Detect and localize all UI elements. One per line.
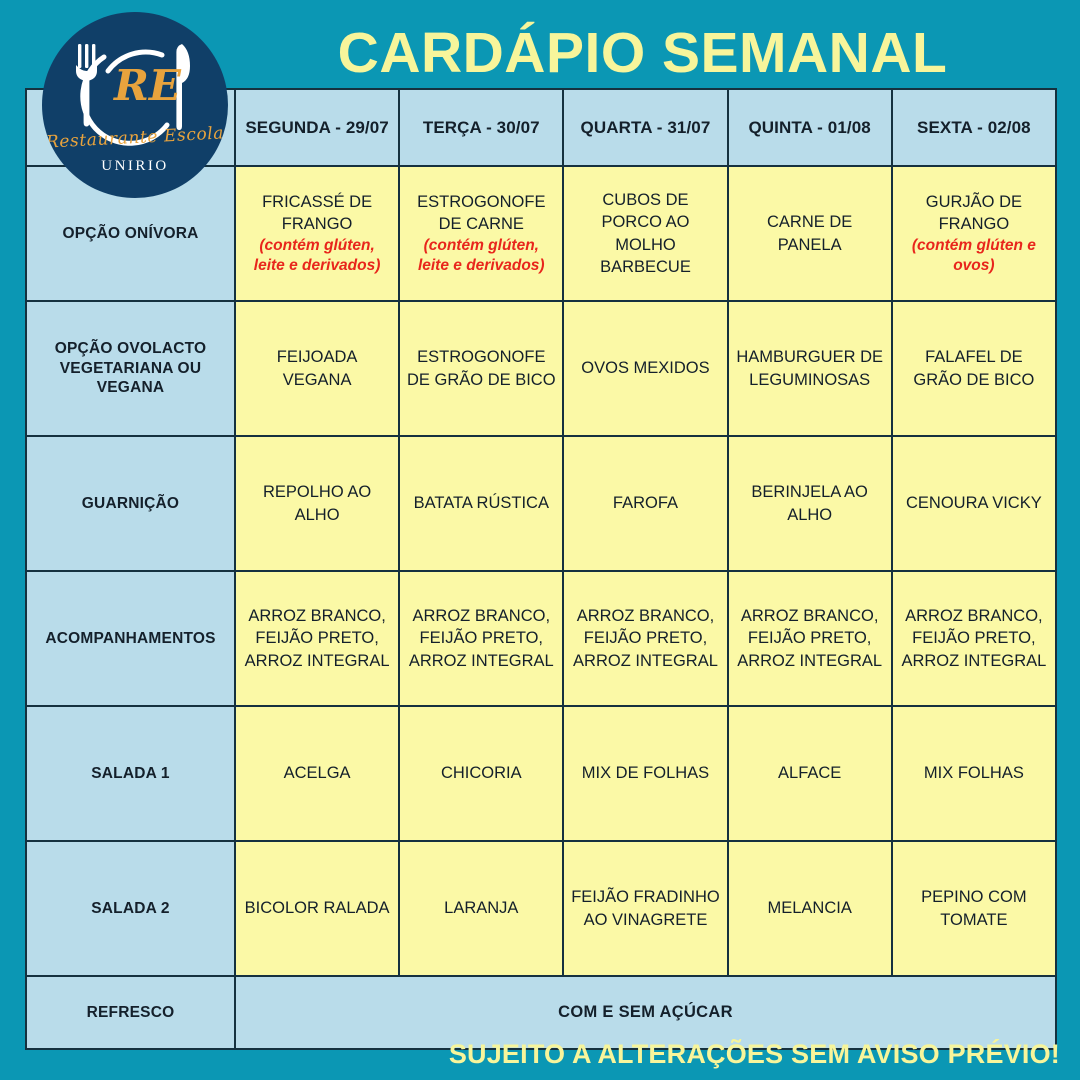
table-row-guarnicao: GUARNIÇÃO REPOLHO AO ALHO BATATA RÚSTICA… bbox=[25, 435, 1058, 572]
logo-institution-text: UNIRIO bbox=[101, 158, 169, 174]
dish-name: CENOURA VICKY bbox=[906, 494, 1042, 513]
dish-name: BICOLOR RALADA bbox=[244, 899, 390, 918]
table-cell: ARROZ BRANCO, FEIJÃO PRETO, ARROZ INTEGR… bbox=[398, 570, 565, 707]
dish-name: FALAFEL DE GRÃO DE BICO bbox=[913, 348, 1035, 389]
weekly-menu-table: SEGUNDA - 29/07 TERÇA - 30/07 QUARTA - 3… bbox=[25, 88, 1058, 1050]
row-label-acompanhamentos: ACOMPANHAMENTOS bbox=[25, 570, 236, 707]
row-label-refresco: REFRESCO bbox=[25, 975, 236, 1050]
table-cell: FEIJOADA VEGANA bbox=[233, 300, 401, 437]
table-cell: ARROZ BRANCO, FEIJÃO PRETO, ARROZ INTEGR… bbox=[726, 570, 893, 707]
table-cell: BATATA RÚSTICA bbox=[398, 435, 565, 572]
allergen-note: (contém glúten e ovos) bbox=[911, 236, 1036, 274]
dish-name: OVOS MEXIDOS bbox=[581, 359, 710, 378]
table-row-refresco: REFRESCO COM E SEM AÇÚCAR bbox=[25, 975, 1057, 1050]
dish-name: MELANCIA bbox=[767, 899, 852, 918]
dish-name: ESTROGONOFE DE GRÃO DE BICO bbox=[407, 348, 556, 389]
dish-name: MIX DE FOLHAS bbox=[581, 764, 710, 783]
table-cell: ESTROGONOFE DE GRÃO DE BICO bbox=[398, 300, 565, 437]
allergen-note: (contém glúten, leite e derivados) bbox=[253, 236, 381, 274]
table-cell: ARROZ BRANCO, FEIJÃO PRETO, ARROZ INTEGR… bbox=[233, 570, 401, 707]
row-label-salada-2: SALADA 2 bbox=[25, 840, 236, 977]
table-cell: CENOURA VICKY bbox=[890, 435, 1058, 572]
table-row-acompanhamentos: ACOMPANHAMENTOS ARROZ BRANCO, FEIJÃO PRE… bbox=[25, 570, 1058, 707]
dish-name: MIX FOLHAS bbox=[923, 764, 1024, 783]
plate-cutlery-icon: RE bbox=[76, 44, 190, 146]
restaurant-logo: RE Restaurante Escola UNIRIO bbox=[42, 12, 228, 198]
dish-name: ARROZ BRANCO, FEIJÃO PRETO, ARROZ INTEGR… bbox=[737, 607, 883, 670]
dish-name: PEPINO COM TOMATE bbox=[921, 888, 1027, 929]
table-cell: CUBOS DE PORCO AO MOLHO BARBECUE bbox=[562, 165, 729, 302]
allergen-note: (contém glúten, leite e derivados) bbox=[417, 236, 545, 274]
refresco-value: COM E SEM AÇÚCAR bbox=[234, 975, 1057, 1050]
table-row-vegetariana: OPÇÃO OVOLACTO VEGETARIANA OU VEGANA FEI… bbox=[25, 300, 1058, 437]
table-cell: FEIJÃO FRADINHO AO VINAGRETE bbox=[562, 840, 729, 977]
table-row-salada-1: SALADA 1 ACELGA CHICORIA MIX DE FOLHAS A… bbox=[25, 705, 1058, 842]
dish-name: FRICASSÉ DE FRANGO bbox=[262, 193, 373, 234]
dish-name: ARROZ BRANCO, FEIJÃO PRETO, ARROZ INTEGR… bbox=[244, 607, 390, 670]
table-cell: GURJÃO DE FRANGO (contém glúten e ovos) bbox=[890, 165, 1058, 302]
dish-name: ALFACE bbox=[778, 764, 842, 783]
day-header-segunda: SEGUNDA - 29/07 bbox=[233, 88, 401, 167]
table-cell: REPOLHO AO ALHO bbox=[233, 435, 401, 572]
table-cell: ESTROGONOFE DE CARNE (contém glúten, lei… bbox=[398, 165, 565, 302]
row-label-salada-1: SALADA 1 bbox=[25, 705, 236, 842]
table-cell: OVOS MEXIDOS bbox=[562, 300, 729, 437]
table-cell: PEPINO COM TOMATE bbox=[890, 840, 1058, 977]
row-label-guarnicao: GUARNIÇÃO bbox=[25, 435, 236, 572]
table-cell: MELANCIA bbox=[726, 840, 893, 977]
table-cell: ARROZ BRANCO, FEIJÃO PRETO, ARROZ INTEGR… bbox=[562, 570, 729, 707]
dish-name: CUBOS DE PORCO AO MOLHO BARBECUE bbox=[600, 190, 691, 276]
svg-text:RE: RE bbox=[113, 61, 182, 110]
dish-name: GURJÃO DE FRANGO bbox=[925, 193, 1022, 234]
table-cell: ARROZ BRANCO, FEIJÃO PRETO, ARROZ INTEGR… bbox=[890, 570, 1058, 707]
table-cell: MIX DE FOLHAS bbox=[562, 705, 729, 842]
table-cell: HAMBURGUER DE LEGUMINOSAS bbox=[726, 300, 893, 437]
table-cell: FALAFEL DE GRÃO DE BICO bbox=[890, 300, 1058, 437]
table-cell: BICOLOR RALADA bbox=[233, 840, 401, 977]
page-title: CARDÁPIO SEMANAL bbox=[337, 20, 948, 85]
day-header-terca: TERÇA - 30/07 bbox=[398, 88, 565, 167]
footer-disclaimer: SUJEITO A ALTERAÇÕES SEM AVISO PRÉVIO! bbox=[448, 1038, 1060, 1069]
day-header-sexta: SEXTA - 02/08 bbox=[890, 88, 1058, 167]
dish-name: ARROZ BRANCO, FEIJÃO PRETO, ARROZ INTEGR… bbox=[408, 607, 554, 670]
table-cell: CARNE DE PANELA bbox=[726, 165, 893, 302]
table-cell: ALFACE bbox=[726, 705, 893, 842]
dish-name: LARANJA bbox=[444, 899, 519, 918]
dish-name: CARNE DE PANELA bbox=[767, 213, 853, 254]
dish-name: ARROZ BRANCO, FEIJÃO PRETO, ARROZ INTEGR… bbox=[573, 607, 718, 670]
table-cell: FAROFA bbox=[562, 435, 729, 572]
table-cell: CHICORIA bbox=[398, 705, 565, 842]
dish-name: ACELGA bbox=[283, 764, 351, 783]
dish-name: HAMBURGUER DE LEGUMINOSAS bbox=[736, 348, 883, 389]
dish-name: BERINJELA AO ALHO bbox=[751, 483, 868, 524]
dish-name: ESTROGONOFE DE CARNE bbox=[417, 193, 546, 234]
table-cell: BERINJELA AO ALHO bbox=[726, 435, 893, 572]
day-header-quarta: QUARTA - 31/07 bbox=[562, 88, 729, 167]
table-cell: MIX FOLHAS bbox=[890, 705, 1058, 842]
table-cell: FRICASSÉ DE FRANGO (contém glúten, leite… bbox=[233, 165, 401, 302]
table-body: OPÇÃO ONÍVORA FRICASSÉ DE FRANGO (contém… bbox=[25, 165, 1058, 1050]
dish-name: REPOLHO AO ALHO bbox=[262, 483, 372, 524]
dish-name: ARROZ BRANCO, FEIJÃO PRETO, ARROZ INTEGR… bbox=[901, 607, 1047, 670]
dish-name: CHICORIA bbox=[440, 764, 522, 783]
table-row-salada-2: SALADA 2 BICOLOR RALADA LARANJA FEIJÃO F… bbox=[25, 840, 1058, 977]
dish-name: FAROFA bbox=[612, 494, 679, 513]
day-header-quinta: QUINTA - 01/08 bbox=[726, 88, 893, 167]
dish-name: BATATA RÚSTICA bbox=[413, 494, 549, 513]
row-label-vegetariana: OPÇÃO OVOLACTO VEGETARIANA OU VEGANA bbox=[25, 300, 236, 437]
dish-name: FEIJÃO FRADINHO AO VINAGRETE bbox=[571, 888, 720, 929]
table-cell: LARANJA bbox=[398, 840, 565, 977]
table-cell: ACELGA bbox=[233, 705, 401, 842]
dish-name: FEIJOADA VEGANA bbox=[276, 348, 358, 389]
table-row-onivora: OPÇÃO ONÍVORA FRICASSÉ DE FRANGO (contém… bbox=[25, 165, 1058, 302]
